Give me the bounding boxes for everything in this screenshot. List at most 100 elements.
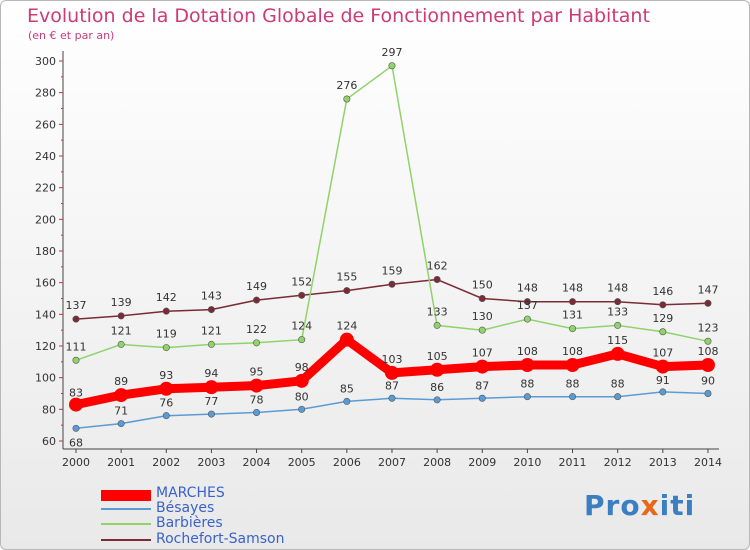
legend-label-marches: MARCHES bbox=[156, 485, 225, 501]
data-label-besayes: 90 bbox=[701, 375, 715, 388]
data-label-marches: 124 bbox=[336, 320, 357, 333]
data-label-besayes: 85 bbox=[340, 382, 354, 395]
data-point-rochefort-samson bbox=[298, 291, 306, 299]
y-tick-label: 180 bbox=[35, 245, 56, 258]
data-label-besayes: 71 bbox=[114, 405, 128, 418]
data-label-barbieres: 111 bbox=[66, 340, 87, 353]
data-point-besayes bbox=[298, 405, 306, 413]
data-label-barbieres: 133 bbox=[427, 305, 448, 318]
data-point-barbieres bbox=[388, 62, 396, 70]
data-label-marches: 94 bbox=[204, 367, 218, 380]
y-tick-label: 280 bbox=[35, 87, 56, 100]
data-label-marches: 98 bbox=[295, 361, 309, 374]
y-tick-label: 220 bbox=[35, 182, 56, 195]
data-point-marches bbox=[294, 373, 309, 388]
data-point-besayes bbox=[523, 393, 531, 401]
data-label-rochefort-samson: 143 bbox=[201, 290, 222, 303]
data-point-marches bbox=[159, 381, 174, 396]
data-label-rochefort-samson: 139 bbox=[111, 296, 132, 309]
x-tick-label: 2013 bbox=[649, 456, 677, 469]
data-label-marches: 103 bbox=[381, 353, 402, 366]
data-label-rochefort-samson: 148 bbox=[607, 282, 628, 295]
x-tick-label: 2000 bbox=[62, 456, 90, 469]
proxiti-logo: Proxiti bbox=[584, 489, 696, 522]
data-label-besayes: 77 bbox=[204, 395, 218, 408]
data-label-rochefort-samson: 159 bbox=[381, 264, 402, 277]
data-point-barbieres bbox=[704, 337, 712, 345]
x-tick-label: 2009 bbox=[468, 456, 496, 469]
data-label-besayes: 68 bbox=[69, 436, 83, 449]
y-tick-label: 120 bbox=[35, 340, 56, 353]
data-label-besayes: 78 bbox=[250, 394, 264, 407]
data-label-barbieres: 297 bbox=[381, 46, 402, 59]
data-point-rochefort-samson bbox=[162, 307, 170, 315]
legend-label-barbieres: Barbières bbox=[156, 515, 223, 531]
data-label-barbieres: 121 bbox=[111, 324, 132, 337]
data-label-rochefort-samson: 155 bbox=[336, 271, 357, 284]
data-point-marches bbox=[69, 397, 83, 412]
data-point-marches bbox=[520, 358, 535, 372]
data-label-rochefort-samson: 146 bbox=[652, 285, 673, 298]
x-tick-label: 2004 bbox=[243, 456, 271, 469]
x-tick-label: 2003 bbox=[197, 456, 225, 469]
data-label-rochefort-samson: 148 bbox=[517, 282, 538, 295]
data-point-rochefort-samson bbox=[614, 298, 622, 306]
data-point-besayes bbox=[614, 393, 622, 401]
data-point-rochefort-samson bbox=[523, 298, 531, 306]
data-label-marches: 93 bbox=[159, 369, 173, 382]
data-label-barbieres: 137 bbox=[517, 299, 538, 312]
data-label-marches: 89 bbox=[114, 375, 128, 388]
data-label-rochefort-samson: 148 bbox=[562, 282, 583, 295]
y-tick-label: 160 bbox=[35, 277, 56, 290]
data-point-besayes bbox=[704, 389, 712, 397]
data-point-marches bbox=[114, 388, 129, 403]
data-label-rochefort-samson: 147 bbox=[697, 283, 718, 296]
data-point-barbieres bbox=[478, 326, 486, 334]
data-point-marches bbox=[339, 332, 354, 347]
data-label-barbieres: 133 bbox=[607, 305, 628, 318]
y-tick-label: 260 bbox=[35, 118, 56, 131]
data-point-barbieres bbox=[659, 328, 667, 336]
y-tick-label: 100 bbox=[35, 372, 56, 385]
x-tick-label: 2001 bbox=[107, 456, 135, 469]
data-point-rochefort-samson bbox=[207, 306, 215, 314]
data-label-barbieres: 124 bbox=[291, 320, 312, 333]
data-point-besayes bbox=[207, 410, 215, 418]
y-tick-label: 240 bbox=[35, 150, 56, 163]
data-point-barbieres bbox=[72, 356, 80, 364]
data-point-besayes bbox=[478, 394, 486, 402]
data-point-besayes bbox=[433, 396, 441, 404]
y-tick-label: 140 bbox=[35, 308, 56, 321]
data-point-barbieres bbox=[523, 315, 531, 323]
data-point-marches bbox=[204, 380, 219, 395]
data-label-marches: 83 bbox=[69, 387, 83, 400]
x-tick-label: 2008 bbox=[423, 456, 451, 469]
data-point-rochefort-samson bbox=[569, 298, 577, 306]
data-label-rochefort-samson: 162 bbox=[427, 260, 448, 273]
legend-swatch-marches bbox=[101, 490, 151, 501]
data-label-marches: 107 bbox=[652, 347, 673, 360]
chart-subtitle: (en € et par an) bbox=[28, 29, 115, 42]
data-point-marches bbox=[384, 365, 399, 380]
data-point-barbieres bbox=[117, 340, 125, 348]
data-label-besayes: 91 bbox=[656, 374, 670, 387]
legend-swatch-besayes bbox=[101, 508, 151, 510]
data-label-barbieres: 123 bbox=[697, 321, 718, 334]
data-label-marches: 105 bbox=[427, 350, 448, 363]
data-label-rochefort-samson: 142 bbox=[156, 291, 177, 304]
data-point-besayes bbox=[659, 388, 667, 396]
data-point-besayes bbox=[72, 424, 80, 432]
data-label-marches: 95 bbox=[250, 366, 264, 379]
data-point-marches bbox=[565, 358, 580, 372]
data-point-rochefort-samson bbox=[659, 301, 667, 309]
data-point-rochefort-samson bbox=[478, 294, 486, 302]
data-point-marches bbox=[655, 359, 670, 374]
data-label-rochefort-samson: 152 bbox=[291, 275, 312, 288]
x-tick-label: 2011 bbox=[559, 456, 587, 469]
data-label-rochefort-samson: 149 bbox=[246, 280, 267, 293]
data-label-besayes: 86 bbox=[430, 381, 444, 394]
y-tick-label: 300 bbox=[35, 55, 56, 68]
data-label-marches: 115 bbox=[607, 334, 628, 347]
